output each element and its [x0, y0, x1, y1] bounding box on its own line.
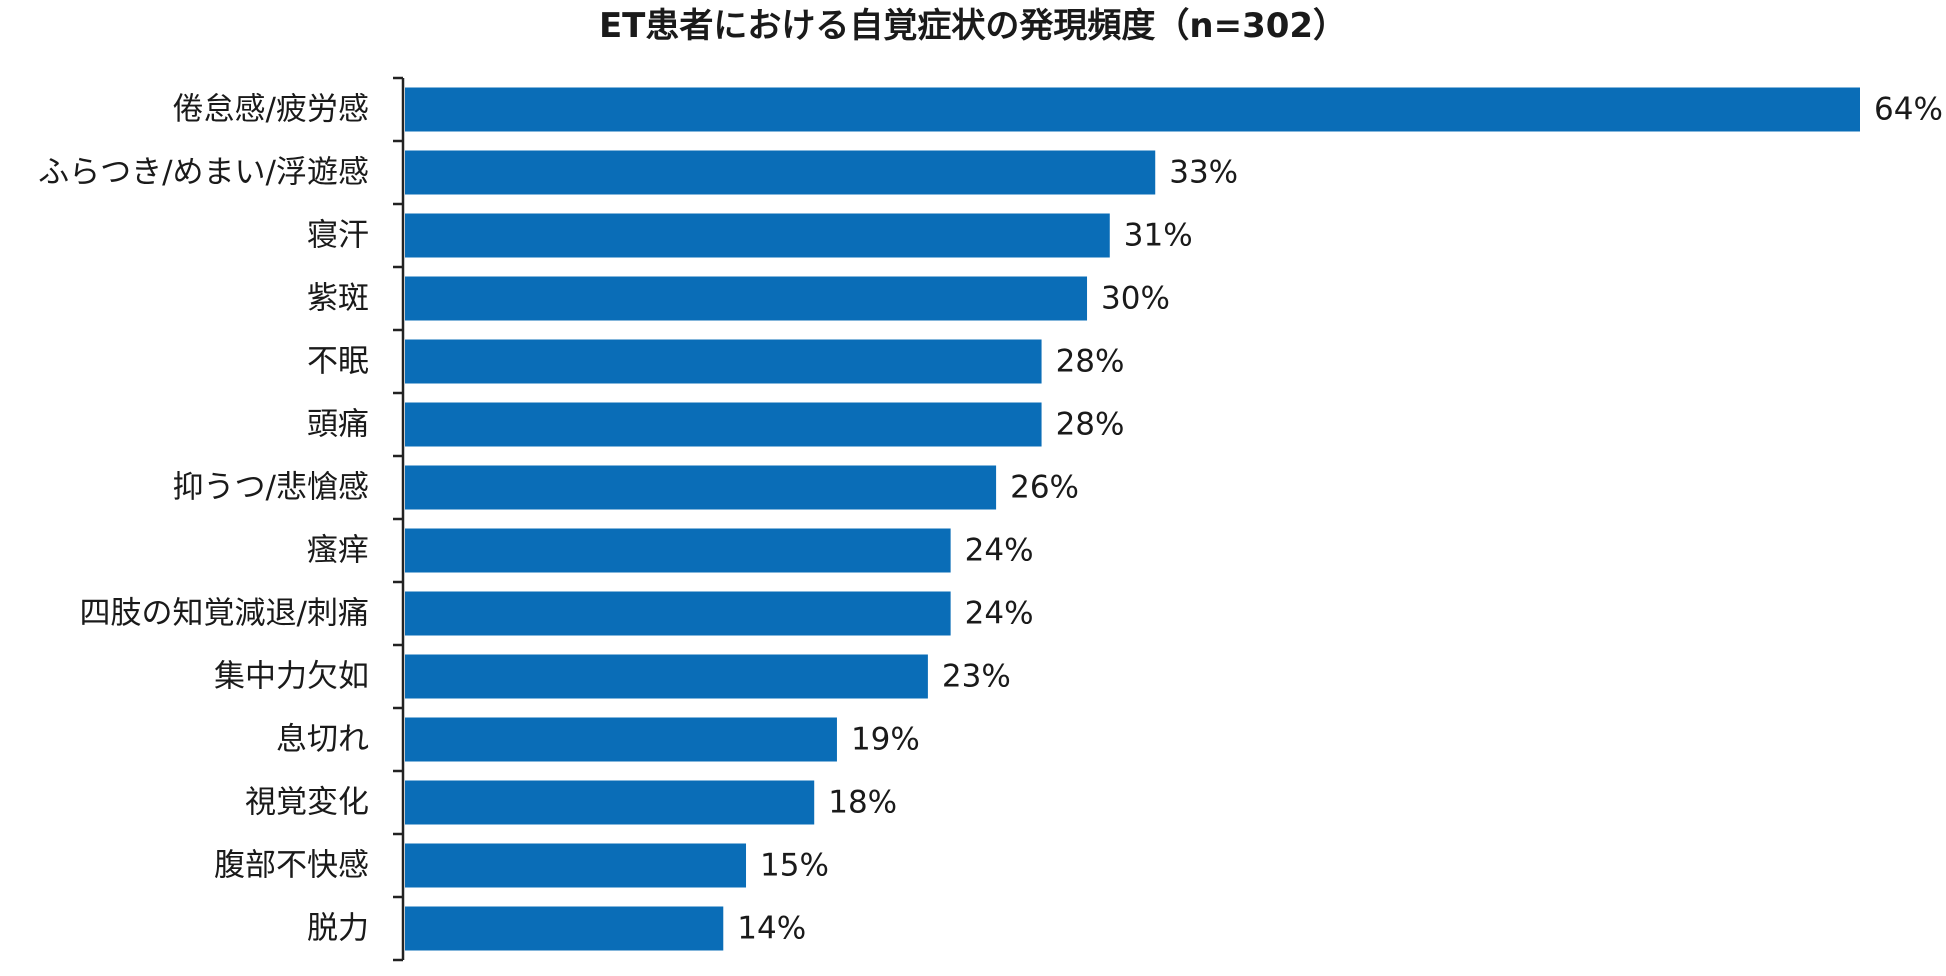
category-label: 不眠 [307, 344, 369, 380]
value-label: 28% [1056, 344, 1125, 380]
y-axis-layer [393, 76, 405, 962]
bar [405, 717, 837, 762]
chart-title: ET患者における自覚症状の発現頻度（n=302） [598, 6, 1348, 46]
bar [405, 213, 1110, 258]
bar [405, 276, 1088, 321]
value-label: 24% [965, 596, 1034, 632]
category-label: 瘙痒 [307, 533, 369, 569]
bar [405, 402, 1042, 447]
category-label: 視覚変化 [245, 785, 369, 821]
bar [405, 150, 1156, 195]
category-label: 頭痛 [307, 407, 369, 443]
bar [405, 591, 951, 636]
value-label: 64% [1874, 92, 1943, 128]
category-label: 寝汗 [307, 218, 369, 254]
bar [405, 528, 951, 573]
category-label: ふらつき/めまい/浮遊感 [38, 155, 369, 191]
value-label: 31% [1124, 218, 1193, 254]
bar [405, 87, 1860, 132]
value-label: 30% [1101, 281, 1170, 317]
value-label: 33% [1169, 155, 1238, 191]
category-label: 抑うつ/悲愴感 [173, 470, 369, 506]
value-label: 15% [760, 848, 829, 884]
category-labels-layer: 倦怠感/疲労感ふらつき/めまい/浮遊感寝汗紫斑不眠頭痛抑うつ/悲愴感瘙痒四肢の知… [38, 92, 369, 947]
value-label: 23% [942, 659, 1011, 695]
value-label: 19% [851, 722, 920, 758]
value-label: 14% [737, 911, 806, 947]
bar [405, 465, 997, 510]
category-label: 紫斑 [307, 281, 369, 317]
category-label: 息切れ [276, 722, 369, 758]
category-label: 腹部不快感 [214, 848, 369, 884]
bars-layer [405, 87, 1860, 951]
bar [405, 843, 747, 888]
bar [405, 906, 724, 951]
value-labels-layer: 64% 33% 31% 30% 28% 28% 26% 24% 24% 23% 19% 18% 15% 1… [737, 92, 1943, 947]
category-label: 倦怠感/疲労感 [173, 92, 369, 128]
value-label: 18% [828, 785, 897, 821]
category-label: 集中力欠如 [214, 659, 369, 695]
value-label: 24% [965, 533, 1034, 569]
bar [405, 339, 1042, 384]
bar [405, 780, 815, 825]
category-label: 脱力 [307, 911, 369, 947]
bar [405, 654, 928, 699]
value-label: 26% [1010, 470, 1079, 506]
value-label: 28% [1056, 407, 1125, 443]
category-label: 四肢の知覚減退/刺痛 [80, 596, 369, 632]
